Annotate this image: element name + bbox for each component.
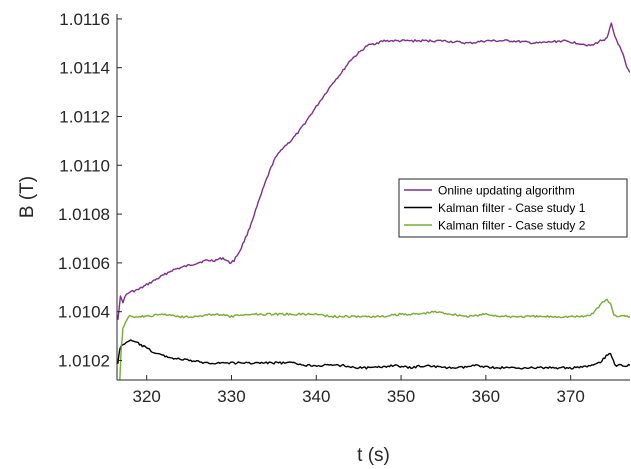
series-line-2 — [117, 339, 630, 370]
y-axis-label: B (T) — [17, 176, 38, 218]
y-tick-label: 1.0116 — [59, 10, 110, 29]
y-tick-label: 1.0108 — [58, 205, 110, 224]
x-tick-label: 330 — [217, 387, 245, 406]
legend-label-2: Kalman filter - Case study 1 — [438, 201, 586, 215]
series-line-1 — [117, 22, 630, 320]
y-axis-ticks: 1.0102 1.0104 1.0106 1.0108 1.0110 1.0112 1.01… — [58, 10, 122, 370]
y-tick-label: 1.0112 — [59, 107, 110, 126]
y-tick-label: 1.0102 — [58, 351, 110, 370]
x-axis-ticks: 320 330 340 350 360 370 — [132, 375, 585, 406]
x-tick-label: 350 — [387, 387, 415, 406]
y-tick-label: 1.0110 — [59, 156, 110, 175]
y-tick-label: 1.0104 — [58, 303, 110, 322]
y-tick-label: 1.0106 — [58, 254, 110, 273]
axes-frame — [116, 14, 630, 381]
x-tick-label: 370 — [556, 387, 584, 406]
x-tick-label: 340 — [302, 387, 330, 406]
x-tick-label: 320 — [132, 387, 160, 406]
legend-label-3: Kalman filter - Case study 2 — [438, 219, 586, 233]
x-axis-label: t (s) — [357, 445, 390, 466]
legend-box — [398, 178, 628, 238]
series-line-3 — [119, 298, 630, 380]
x-tick-label: 360 — [472, 387, 500, 406]
legend-label-1: Online updating algorithm — [438, 184, 575, 198]
y-tick-label: 1.0114 — [59, 59, 110, 78]
series-layer — [117, 22, 630, 380]
legend: Online updating algorithm Kalman filter -… — [398, 178, 628, 238]
